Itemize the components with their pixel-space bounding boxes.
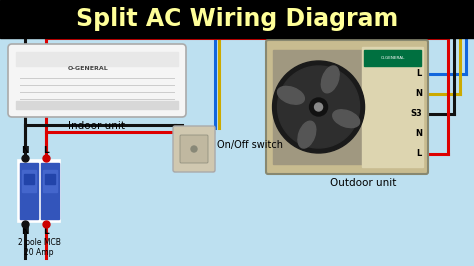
FancyBboxPatch shape [173, 126, 215, 172]
Circle shape [278, 66, 360, 148]
Bar [273, 50, 364, 164]
Text: 2 pole MCB: 2 pole MCB [18, 238, 61, 247]
Ellipse shape [321, 66, 339, 93]
Text: S3: S3 [410, 110, 422, 118]
FancyBboxPatch shape [180, 135, 208, 163]
Text: O-GENERAL: O-GENERAL [68, 65, 109, 70]
Text: Split AC Wiring Diagram: Split AC Wiring Diagram [76, 7, 398, 31]
Bar [364, 50, 421, 66]
Bar [45, 174, 55, 184]
Text: L: L [417, 149, 422, 159]
Text: Indoor unit: Indoor unit [69, 121, 126, 131]
Bar [16, 101, 178, 109]
Text: N: N [415, 130, 422, 139]
Text: N: N [21, 146, 29, 155]
Text: On/Off switch: On/Off switch [217, 140, 283, 150]
Bar [24, 174, 34, 184]
Text: Outdoor unit: Outdoor unit [329, 178, 396, 188]
Bar [43, 170, 57, 192]
Circle shape [191, 146, 197, 152]
FancyBboxPatch shape [8, 44, 186, 117]
Ellipse shape [298, 121, 316, 148]
Circle shape [315, 103, 323, 111]
FancyBboxPatch shape [266, 40, 428, 174]
Text: 20 Amp: 20 Amp [24, 248, 54, 257]
Circle shape [310, 98, 328, 116]
Bar [18, 160, 60, 222]
Ellipse shape [277, 86, 304, 104]
Text: O-GENERAL: O-GENERAL [380, 56, 405, 60]
Bar [362, 47, 423, 167]
Ellipse shape [333, 110, 360, 128]
Bar [16, 52, 178, 66]
Text: L: L [43, 146, 49, 155]
Bar [20, 163, 38, 219]
Text: L: L [43, 227, 49, 236]
Text: N: N [415, 89, 422, 98]
Bar [22, 170, 36, 192]
Bar [0, 0, 474, 38]
Circle shape [273, 61, 365, 153]
Text: N: N [21, 227, 29, 236]
Bar [41, 163, 59, 219]
Text: L: L [417, 69, 422, 78]
